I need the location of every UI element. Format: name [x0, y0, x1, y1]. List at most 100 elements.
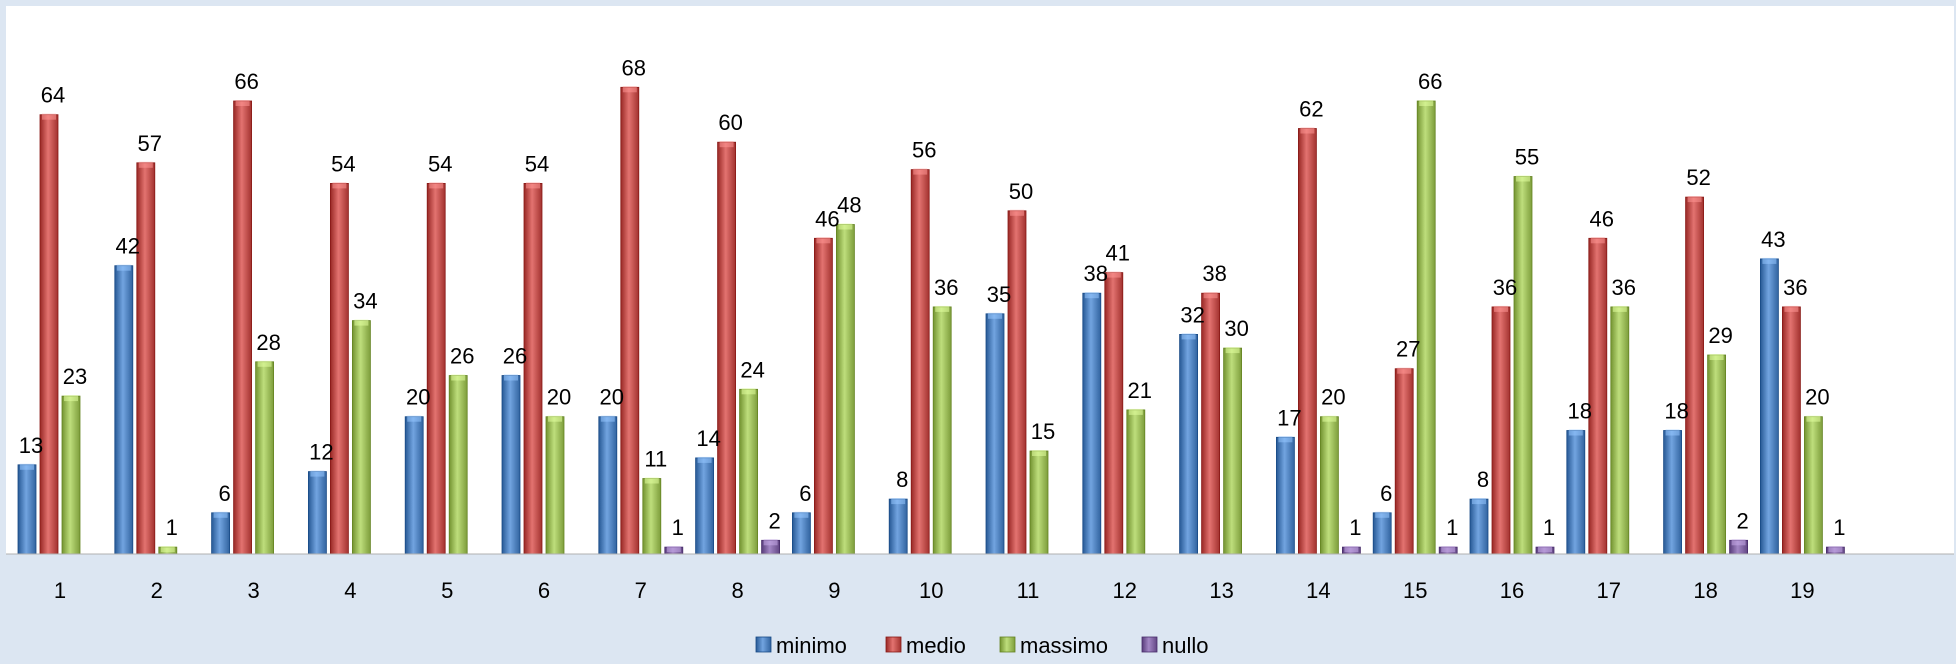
bar-minimo-2	[114, 265, 134, 555]
bar-cap-minimo-2	[116, 264, 131, 271]
bar-cap-minimo-5	[407, 415, 422, 422]
value-label-massimo-16: 55	[1515, 145, 1539, 170]
bar-medio-15	[1394, 368, 1414, 555]
value-label-medio-6: 54	[525, 151, 549, 176]
bar-minimo-11	[985, 313, 1005, 555]
bar-massimo-15	[1416, 100, 1436, 555]
bar-cap-massimo-12	[1128, 408, 1143, 415]
x-tick-label-12: 12	[1113, 578, 1137, 603]
value-label-medio-9: 46	[815, 206, 839, 231]
bar-medio-18	[1685, 196, 1704, 555]
value-label-minimo-5: 20	[406, 385, 430, 410]
bar-minimo-4	[307, 471, 327, 555]
bars-layer	[6, 86, 1954, 555]
bar-massimo-3	[255, 361, 275, 555]
value-label-minimo-1: 13	[19, 433, 43, 458]
value-label-massimo-9: 48	[837, 193, 861, 218]
value-label-medio-11: 50	[1009, 179, 1033, 204]
bar-cap-minimo-13	[1181, 333, 1196, 340]
bar-medio-13	[1201, 292, 1220, 555]
bar-cap-minimo-12	[1084, 292, 1099, 299]
bar-cap-nullo-18	[1731, 539, 1746, 546]
bar-cap-minimo-15	[1375, 511, 1390, 518]
value-label-medio-1: 64	[41, 83, 65, 108]
value-label-medio-7: 68	[622, 55, 646, 80]
bar-cap-medio-17	[1590, 237, 1605, 244]
bar-cap-massimo-9	[838, 223, 853, 230]
x-tick-label-7: 7	[635, 578, 647, 603]
bar-cap-medio-5	[429, 182, 444, 189]
bar-cap-minimo-7	[600, 415, 615, 422]
x-tick-label-4: 4	[344, 578, 356, 603]
legend-swatch-medio	[885, 636, 902, 653]
value-label-massimo-19: 20	[1805, 385, 1829, 410]
value-label-massimo-2: 1	[166, 515, 178, 540]
value-label-minimo-18: 18	[1664, 399, 1688, 424]
x-tick-label-18: 18	[1693, 578, 1717, 603]
value-label-minimo-15: 6	[1380, 481, 1392, 506]
legend-label-nullo: nullo	[1162, 633, 1208, 658]
value-label-medio-4: 54	[331, 151, 355, 176]
value-label-minimo-13: 32	[1180, 302, 1204, 327]
bar-cap-medio-18	[1687, 196, 1702, 203]
bar-cap-minimo-4	[310, 470, 325, 477]
bar-medio-3	[233, 100, 253, 555]
bar-massimo-4	[351, 320, 371, 555]
value-label-medio-17: 46	[1590, 206, 1614, 231]
bar-cap-minimo-19	[1762, 257, 1777, 264]
bar-cap-medio-3	[235, 100, 250, 106]
bar-cap-massimo-3	[257, 360, 272, 367]
plot-area	[6, 6, 1954, 554]
bar-massimo-10	[932, 306, 952, 555]
bar-cap-medio-12	[1106, 271, 1121, 278]
bar-minimo-1	[17, 464, 37, 555]
x-tick-label-13: 13	[1209, 578, 1233, 603]
bar-massimo-12	[1126, 409, 1146, 555]
bar-minimo-16	[1469, 498, 1489, 555]
value-label-minimo-9: 6	[799, 481, 811, 506]
bar-minimo-9	[792, 512, 811, 555]
bar-medio-5	[426, 182, 446, 555]
x-tick-label-19: 19	[1790, 578, 1814, 603]
x-tick-label-5: 5	[441, 578, 453, 603]
bar-minimo-8	[695, 457, 714, 555]
bar-medio-14	[1298, 128, 1317, 555]
bar-minimo-19	[1760, 258, 1779, 555]
bar-minimo-15	[1372, 512, 1392, 555]
bar-cap-massimo-15	[1419, 100, 1434, 106]
bar-massimo-14	[1320, 416, 1339, 555]
x-tick-label-6: 6	[538, 578, 550, 603]
legend: minimo medio massimo nullo	[755, 633, 1208, 658]
bar-cap-medio-9	[816, 237, 831, 244]
value-label-minimo-8: 14	[696, 426, 720, 451]
value-label-massimo-5: 26	[450, 344, 474, 369]
bar-cap-minimo-9	[794, 511, 809, 518]
bar-medio-1	[39, 114, 59, 555]
value-label-massimo-12: 21	[1128, 378, 1152, 403]
value-label-minimo-3: 6	[218, 481, 230, 506]
bar-minimo-3	[211, 512, 231, 555]
bar-cap-massimo-5	[451, 374, 466, 381]
value-label-massimo-14: 20	[1321, 385, 1345, 410]
bar-minimo-14	[1276, 436, 1295, 555]
bar-medio-12	[1104, 272, 1124, 555]
value-label-massimo-4: 34	[353, 289, 377, 314]
value-label-minimo-16: 8	[1477, 467, 1489, 492]
value-label-medio-14: 62	[1299, 97, 1323, 122]
bar-cap-minimo-18	[1665, 429, 1680, 436]
bar-cap-massimo-19	[1806, 415, 1821, 422]
bar-cap-minimo-6	[504, 374, 518, 381]
bar-minimo-5	[404, 416, 424, 555]
bar-cap-massimo-16	[1516, 175, 1530, 182]
bar-medio-16	[1491, 306, 1511, 555]
bar-minimo-7	[598, 416, 618, 555]
value-label-massimo-15: 66	[1418, 69, 1442, 94]
bar-cap-minimo-1	[20, 463, 34, 470]
bar-massimo-18	[1707, 354, 1726, 555]
bar-cap-minimo-8	[697, 456, 712, 463]
value-label-nullo-7: 1	[672, 515, 684, 540]
value-label-minimo-6: 26	[503, 344, 527, 369]
value-label-minimo-14: 17	[1277, 405, 1301, 430]
bar-cap-nullo-15	[1441, 546, 1456, 553]
